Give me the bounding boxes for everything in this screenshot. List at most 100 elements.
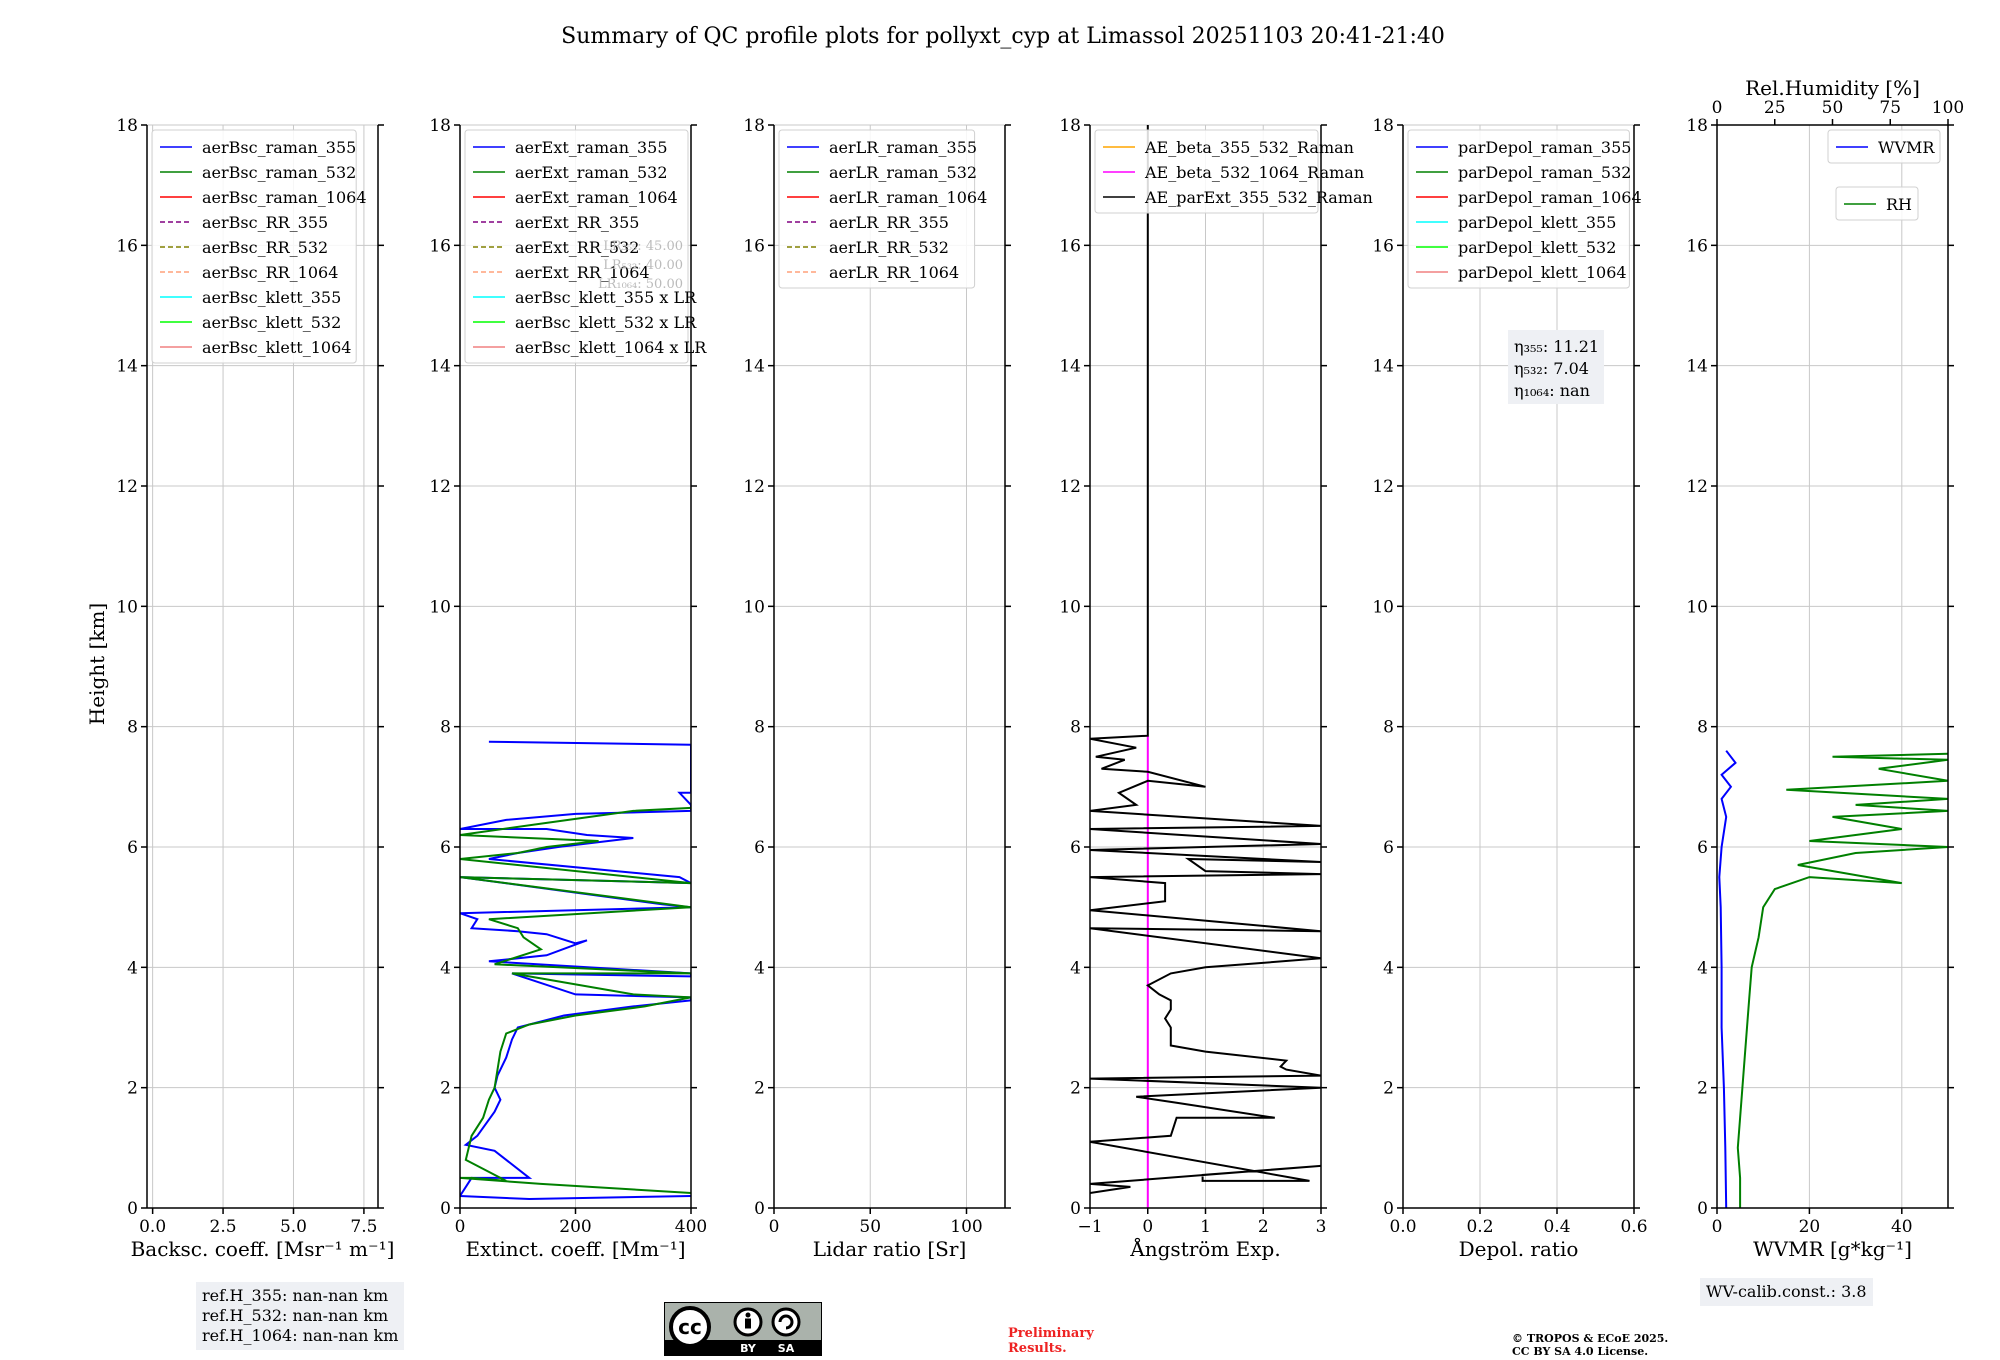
legend-label: aerBsc_raman_532 — [202, 163, 356, 182]
series-group — [1718, 750, 1948, 1208]
y-tick-label: 6 — [1383, 838, 1394, 858]
y-tick-label: 18 — [116, 116, 138, 136]
legend-label: parDepol_klett_532 — [1458, 238, 1616, 257]
y-tick-label: 4 — [754, 958, 765, 978]
y-axis-label: Height [km] — [85, 603, 109, 725]
legend-label: aerBsc_klett_355 — [202, 288, 341, 307]
x-tick-label: 0.2 — [1466, 1217, 1493, 1237]
y-tick-label: 2 — [1070, 1079, 1081, 1099]
x-tick-label: 40 — [1891, 1217, 1913, 1237]
series-line-AE_parExt_355_532_Raman — [1090, 125, 1321, 1194]
legend-rh-label: RH — [1886, 195, 1912, 214]
y-tick-label: 16 — [429, 236, 451, 256]
legend-label: aerLR_raman_532 — [829, 163, 977, 182]
series-line-aerExt_raman_532 — [460, 806, 691, 1194]
y-tick-label: 0 — [1383, 1199, 1394, 1219]
lidar-ratio-annotation: LR₅₃₂: 40.00 — [603, 258, 683, 273]
x-axis-label: Ångström Exp. — [1129, 1236, 1280, 1261]
x-tick-label: 0 — [769, 1217, 780, 1237]
x-axis-label: Depol. ratio — [1459, 1237, 1579, 1261]
x-tick-label: 0 — [455, 1217, 466, 1237]
cc-by-sa-badge: cc BY SA — [664, 1302, 822, 1356]
y-tick-label: 16 — [1686, 236, 1708, 256]
y-tick-label: 18 — [1686, 116, 1708, 136]
y-tick-label: 10 — [1372, 597, 1394, 617]
ref-height-1064: ref.H_1064: nan-nan km — [202, 1326, 399, 1345]
lidar-ratio-annotation: LR₁₀₆₄: 50.00 — [598, 277, 683, 292]
y-tick-label: 18 — [429, 116, 451, 136]
legend-box — [464, 129, 689, 364]
y-tick-label: 14 — [1372, 357, 1394, 377]
cc-badge-by: BY — [740, 1342, 757, 1355]
x-tick-label: 5.0 — [280, 1217, 307, 1237]
panel-depol: 0 2 4 6 8 10 12 14 16 18 0.0 0.2 0.4 0.6 Depol. ratio p… — [1372, 116, 1647, 1261]
ref-height-box: ref.H_355: nan-nan km ref.H_532: nan-nan… — [196, 1282, 405, 1350]
legend-label: aerLR_raman_1064 — [829, 188, 987, 207]
legend-label: AE_beta_355_532_Raman — [1144, 138, 1354, 157]
x-tick-label: 0.0 — [1389, 1217, 1416, 1237]
legend-label: aerExt_raman_355 — [515, 138, 668, 157]
y-tick-label: 14 — [116, 357, 138, 377]
x-tick-label: 100 — [950, 1217, 982, 1237]
y-tick-label: 8 — [1070, 718, 1081, 738]
y-tick-label: 6 — [440, 838, 451, 858]
y-tick-label: 0 — [754, 1199, 765, 1219]
y-tick-label: 12 — [743, 477, 765, 497]
y-tick-label: 4 — [440, 958, 451, 978]
y-tick-label: 12 — [429, 477, 451, 497]
y-tick-label: 4 — [1070, 958, 1081, 978]
legend-label: aerLR_RR_1064 — [829, 263, 959, 282]
legend-label: parDepol_klett_1064 — [1458, 263, 1627, 282]
y-tick-label: 16 — [1059, 236, 1081, 256]
y-tick-label: 6 — [1697, 838, 1708, 858]
y-tick-label: 6 — [1070, 838, 1081, 858]
y-tick-label: 2 — [440, 1079, 451, 1099]
y-tick-label: 8 — [754, 718, 765, 738]
x-tick-label: 0.0 — [139, 1217, 166, 1237]
y-tick-label: 6 — [127, 838, 138, 858]
y-tick-label: 0 — [127, 1199, 138, 1219]
x-tick-label: 2.5 — [210, 1217, 237, 1237]
x-axis-label: Backsc. coeff. [Msr⁻¹ m⁻¹] — [131, 1237, 395, 1261]
y-tick-label: 4 — [127, 958, 138, 978]
legend-label: aerBsc_RR_355 — [202, 213, 328, 232]
lidar-ratio-annotation: LR₃₅₅: 45.00 — [603, 239, 683, 254]
copyright-line-1: © TROPOS & ECoE 2025. — [1512, 1332, 1669, 1345]
legend-label: aerBsc_klett_532 — [202, 313, 341, 332]
y-tick-label: 18 — [1372, 116, 1394, 136]
x-tick-label: 2 — [1258, 1217, 1269, 1237]
copyright-note: © TROPOS & ECoE 2025. CC BY SA 4.0 Licen… — [1512, 1332, 1668, 1358]
legend-label: aerExt_RR_355 — [515, 213, 639, 232]
y-tick-label: 8 — [1383, 718, 1394, 738]
legend-label: parDepol_raman_355 — [1458, 138, 1631, 157]
top-x-tick-label: 75 — [1879, 98, 1901, 118]
sa-share-icon — [778, 1314, 794, 1330]
legend-rh-box — [1835, 186, 1919, 221]
depol-eta-value: η₁₀₆₄: nan — [1514, 381, 1590, 400]
legend-label: parDepol_klett_355 — [1458, 213, 1616, 232]
x-tick-label: 50 — [859, 1217, 881, 1237]
x-tick-label: 1 — [1200, 1217, 1211, 1237]
legend-label: aerLR_RR_355 — [829, 213, 949, 232]
x-tick-label: 200 — [559, 1217, 591, 1237]
preliminary-line-2: Results. — [1008, 1341, 1067, 1356]
y-tick-label: 14 — [743, 357, 765, 377]
legend-label: aerBsc_klett_1064 — [202, 338, 351, 357]
x-tick-label: 7.5 — [350, 1217, 377, 1237]
top-x-tick-label: 50 — [1822, 98, 1844, 118]
legend-label: aerBsc_raman_355 — [202, 138, 356, 157]
legend-label: parDepol_raman_1064 — [1458, 188, 1642, 207]
x-axis-label: Lidar ratio [Sr] — [813, 1237, 967, 1261]
y-tick-label: 0 — [1697, 1199, 1708, 1219]
ref-height-355: ref.H_355: nan-nan km — [202, 1286, 389, 1305]
y-tick-label: 10 — [1686, 597, 1708, 617]
depol-eta-box — [1508, 330, 1604, 404]
depol-eta-value: η₅₃₂: 7.04 — [1514, 359, 1589, 378]
copyright-line-2: CC BY SA 4.0 License. — [1512, 1345, 1649, 1358]
depol-eta-value: η₃₅₅: 11.21 — [1514, 337, 1599, 356]
legend-label: aerBsc_raman_1064 — [202, 188, 367, 207]
y-tick-label: 8 — [440, 718, 451, 738]
y-tick-label: 0 — [440, 1199, 451, 1219]
